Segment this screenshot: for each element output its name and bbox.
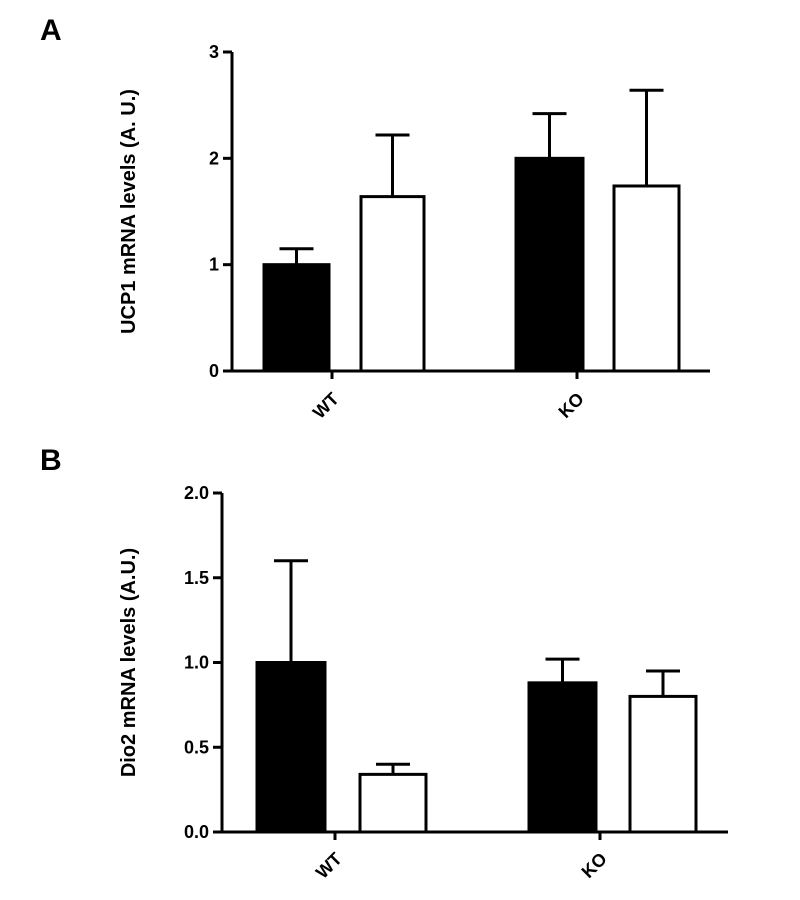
- chart-a-bar: [359, 195, 426, 373]
- y-axis-label-a: UCP1 mRNA levels (A. U.): [118, 89, 140, 334]
- chart-b-bar: [255, 661, 327, 834]
- chart-a-y-tick-label: 1: [209, 255, 219, 275]
- chart-a-y-tick-label: 0: [209, 361, 219, 381]
- chart-b-y-tick-label: 2.0: [184, 483, 209, 503]
- chart-a-x-tick-label: KO: [555, 389, 588, 422]
- chart-a-y-tick-label: 2: [209, 148, 219, 168]
- panel-letter-a: A: [40, 14, 62, 47]
- chart-a-bar: [612, 184, 681, 373]
- chart-b-x-tick-label: KO: [578, 849, 611, 882]
- chart-b-bar: [628, 694, 698, 834]
- chart-b-x-tick-label: WT: [312, 849, 346, 883]
- chart-panel-a: A UCP1 mRNA levels (A. U.) 0 1 2 3 WT KO: [0, 0, 800, 440]
- chart-panel-b: B Dio2 mRNA levels (A.U.) 0.0 0.5 1.0 1.5 2.…: [0, 440, 800, 900]
- chart-a-y-tick-label: 3: [209, 42, 219, 62]
- chart-a-svg: A UCP1 mRNA levels (A. U.) 0 1 2 3 WT KO: [40, 14, 710, 423]
- chart-b-y-tick-label: 1.5: [184, 568, 209, 588]
- chart-a-bar: [514, 156, 585, 373]
- chart-b-svg: B Dio2 mRNA levels (A.U.) 0.0 0.5 1.0 1.5 2.…: [40, 444, 728, 883]
- chart-b-bar: [358, 772, 428, 834]
- y-axis-label-b: Dio2 mRNA levels (A.U.): [118, 548, 140, 777]
- chart-b-y-tick-label: 0.0: [184, 822, 209, 842]
- chart-b-bar: [527, 681, 598, 834]
- panel-letter-b: B: [40, 444, 62, 477]
- chart-a-bar: [262, 263, 331, 373]
- chart-b-y-tick-label: 1.0: [184, 653, 209, 673]
- chart-a-x-tick-label: WT: [309, 389, 343, 423]
- chart-b-y-tick-label: 0.5: [184, 737, 209, 757]
